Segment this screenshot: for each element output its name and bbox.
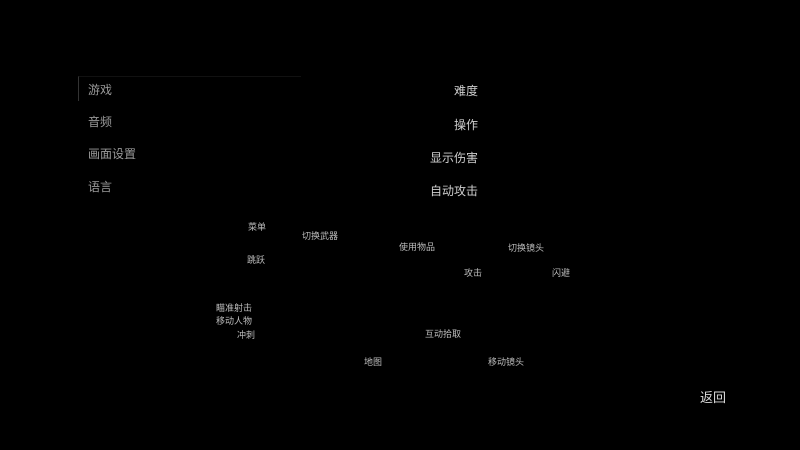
label-jump: 跳跃 — [247, 256, 266, 266]
option-controls[interactable]: 操作 — [453, 118, 478, 132]
menu-item-display[interactable]: 画面设置 — [88, 147, 137, 161]
menu-item-language[interactable]: 语言 — [88, 180, 113, 194]
menu-item-game[interactable]: 游戏 — [88, 83, 113, 97]
label-move: 移动人物 — [216, 317, 253, 327]
option-auto-attack[interactable]: 自动攻击 — [429, 184, 478, 198]
label-dodge: 闪避 — [552, 269, 571, 279]
label-attack: 攻击 — [464, 269, 483, 279]
menu-item-audio[interactable]: 音频 — [88, 115, 113, 129]
label-use-item: 使用物品 — [399, 243, 436, 253]
label-switch-weapon: 切换武器 — [302, 232, 339, 242]
label-interact: 互动拾取 — [425, 330, 462, 340]
menu-selection-highlight — [78, 76, 301, 101]
back-button[interactable]: 返回 — [700, 391, 727, 406]
label-sprint: 冲刺 — [237, 331, 256, 341]
settings-category-menu: 游戏 音频 画面设置 语言 — [78, 74, 301, 204]
option-difficulty[interactable]: 难度 — [453, 84, 478, 98]
label-move-camera: 移动镜头 — [488, 358, 525, 368]
option-show-damage[interactable]: 显示伤害 — [429, 151, 478, 165]
label-aim: 瞄准射击 — [216, 304, 253, 314]
label-menu: 菜单 — [248, 223, 267, 233]
label-map: 地图 — [364, 358, 383, 368]
label-switch-camera: 切换镜头 — [508, 244, 545, 254]
